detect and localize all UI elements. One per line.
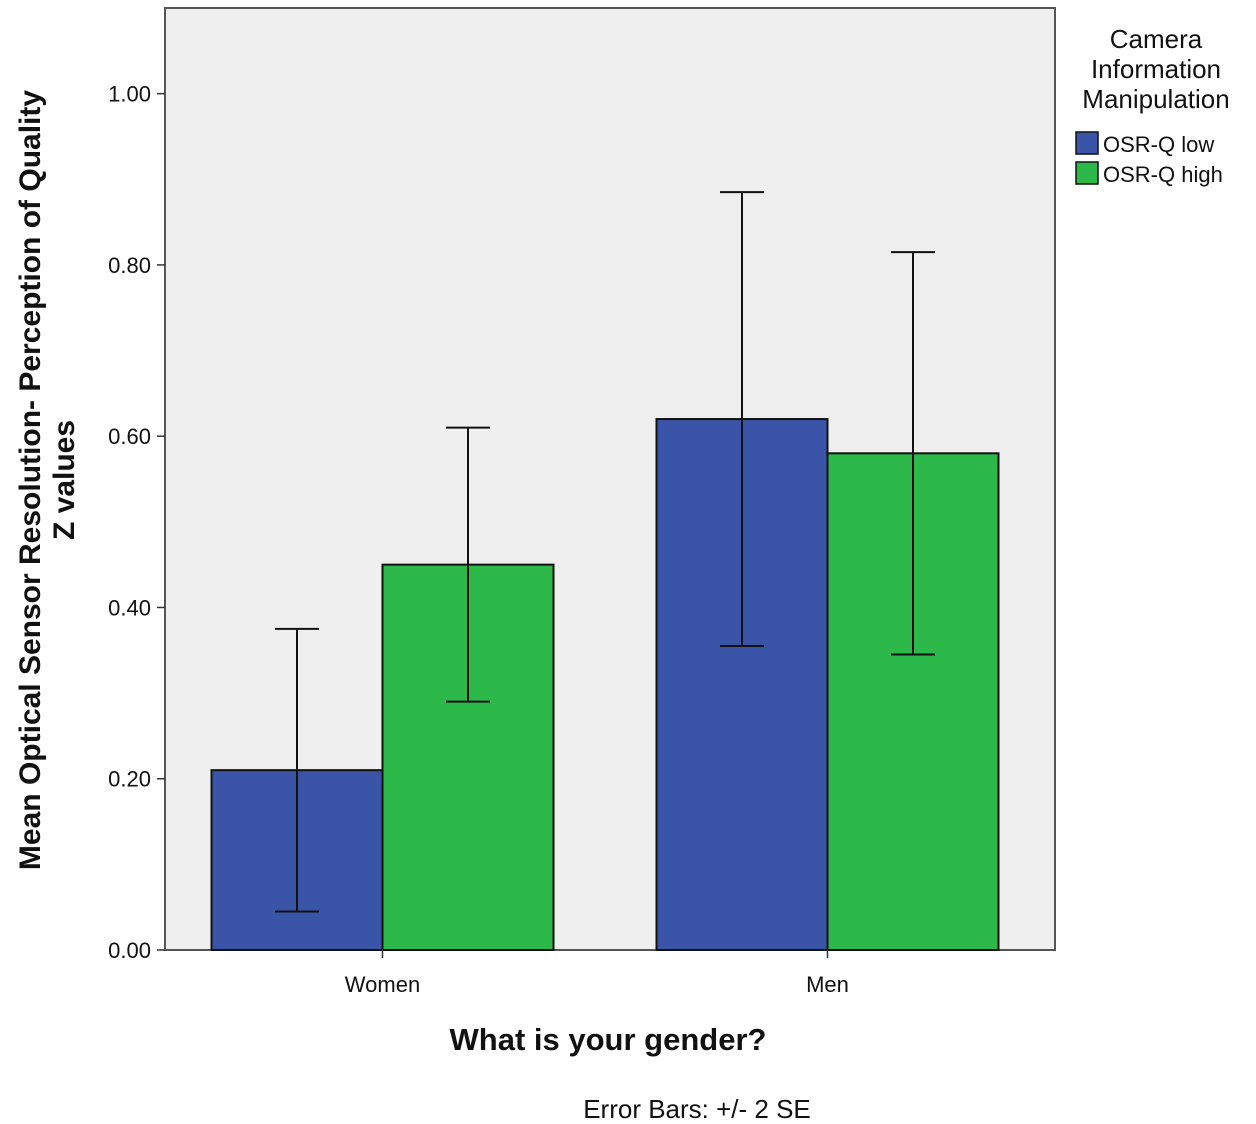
legend-label-osr-q-low: OSR-Q low xyxy=(1103,132,1214,157)
y-tick-label: 1.00 xyxy=(108,82,151,107)
legend-title-line3: Manipulation xyxy=(1082,84,1229,114)
y-tick-label: 0.80 xyxy=(108,253,151,278)
y-tick-label: 0.00 xyxy=(108,938,151,963)
y-axis-title-line2: Z values xyxy=(48,420,81,540)
y-tick-label: 0.40 xyxy=(108,595,151,620)
y-axis-title: Mean Optical Sensor Resolution- Percepti… xyxy=(14,90,81,870)
error-bars-footnote: Error Bars: +/- 2 SE xyxy=(583,1094,811,1124)
legend-swatch-osr-q-low xyxy=(1075,131,1099,155)
y-axis-title-line1: Mean Optical Sensor Resolution- Percepti… xyxy=(14,90,47,870)
legend-label-osr-q-high: OSR-Q high xyxy=(1103,162,1223,187)
legend: Camera Information Manipulation OSR-Q lo… xyxy=(1075,24,1230,187)
x-tick-label-men: Men xyxy=(806,972,849,997)
y-tick-label: 0.60 xyxy=(108,424,151,449)
x-axis-title: What is your gender? xyxy=(450,1022,767,1057)
x-tick-label-women: Women xyxy=(345,972,420,997)
legend-title-line1: Camera xyxy=(1110,24,1203,54)
y-tick-label: 0.20 xyxy=(108,767,151,792)
legend-title-line2: Information xyxy=(1091,54,1221,84)
legend-swatch-osr-q-high xyxy=(1075,161,1099,185)
